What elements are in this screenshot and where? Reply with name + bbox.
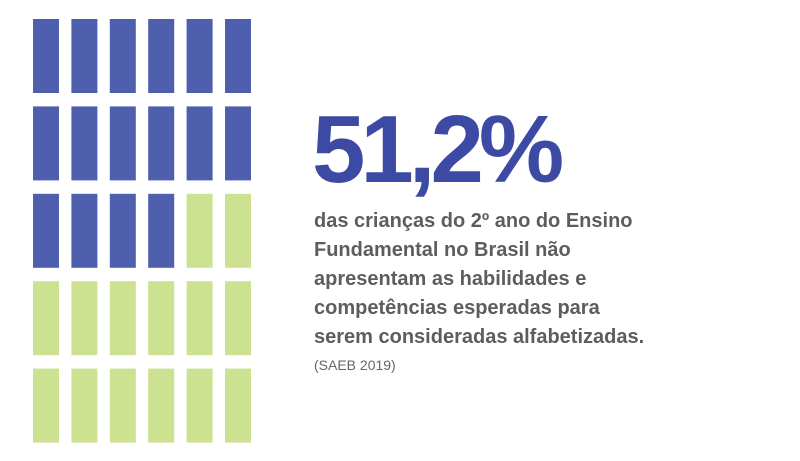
source-note: (SAEB 2019): [314, 357, 396, 373]
waffle-cell-remaining: [148, 368, 175, 443]
description-line: competências esperadas para: [314, 297, 600, 319]
waffle-cell-highlighted: [148, 106, 175, 181]
waffle-cell-highlighted: [33, 19, 59, 93]
waffle-cell-highlighted: [225, 106, 251, 181]
waffle-cell-remaining: [71, 281, 98, 356]
waffle-cell-highlighted: [71, 19, 98, 93]
description-line: apresentam as habilidades e: [314, 268, 587, 290]
waffle-cell-remaining: [33, 368, 59, 443]
waffle-cell-remaining: [109, 368, 136, 443]
description-line: das crianças do 2º ano do Ensino: [314, 210, 633, 232]
waffle-cell-highlighted: [71, 193, 98, 268]
waffle-cell-remaining: [148, 281, 175, 356]
waffle-cell-highlighted: [33, 193, 59, 268]
waffle-cell-remaining: [225, 281, 251, 356]
description-text: das crianças do 2º ano do Ensino Fundame…: [314, 207, 784, 352]
waffle-cell-highlighted: [148, 19, 175, 93]
waffle-cell-highlighted: [225, 19, 251, 93]
waffle-cell-remaining: [186, 368, 213, 443]
description-line: serem consideradas alfabetizadas.: [314, 326, 645, 348]
waffle-cell-remaining: [33, 281, 59, 356]
waffle-cell-highlighted: [186, 106, 213, 181]
description-line: Fundamental no Brasil não: [314, 239, 571, 261]
waffle-cell-remaining: [225, 193, 251, 268]
percentage-value: 51,2%: [312, 96, 564, 203]
waffle-cell-highlighted: [109, 106, 136, 181]
waffle-cell-highlighted: [186, 19, 213, 93]
waffle-cell-highlighted: [109, 19, 136, 93]
waffle-cell-remaining: [186, 193, 213, 268]
waffle-cell-remaining: [71, 368, 98, 443]
waffle-cell-highlighted: [71, 106, 98, 181]
waffle-cell-highlighted: [33, 106, 59, 181]
waffle-cell-remaining: [109, 281, 136, 356]
waffle-cell-highlighted: [109, 193, 136, 268]
waffle-cell-highlighted: [148, 193, 175, 268]
waffle-cell-remaining: [225, 368, 251, 443]
waffle-cell-remaining: [186, 281, 213, 356]
